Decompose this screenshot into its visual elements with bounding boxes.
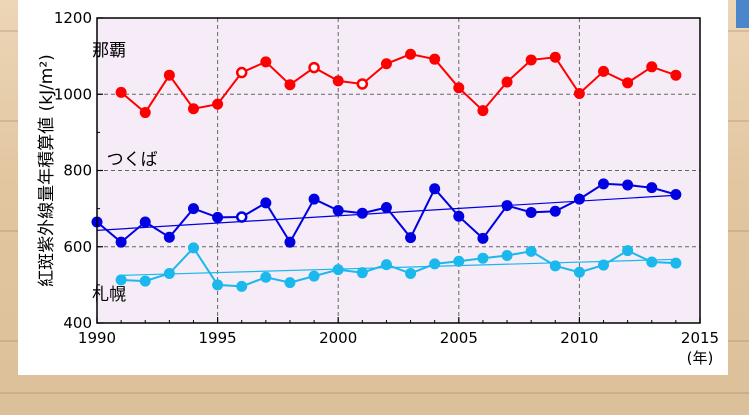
data-point-open <box>356 78 369 90</box>
data-point-open <box>308 61 320 74</box>
data-point <box>573 87 585 99</box>
data-point <box>429 53 441 65</box>
x-tick-label: 2010 <box>560 329 598 347</box>
data-point <box>405 232 417 244</box>
axis-labels: 1990 1995 2000 2005 2010 2015 400 600 800 1000 120… <box>37 9 719 367</box>
data-point <box>260 271 272 283</box>
data-point <box>646 256 658 268</box>
x-tick-label: 2015 <box>681 329 719 347</box>
data-point <box>332 264 344 276</box>
axis-ticks <box>96 17 701 324</box>
data-point <box>501 200 513 212</box>
data-point <box>115 86 127 98</box>
data-point <box>236 280 248 292</box>
data-point <box>646 182 658 194</box>
data-point <box>308 270 320 282</box>
data-point <box>380 201 392 213</box>
y-tick-label: 600 <box>63 238 92 256</box>
data-point <box>598 178 610 190</box>
data-point <box>115 236 127 248</box>
data-point <box>429 183 441 195</box>
data-point <box>115 274 127 286</box>
data-point <box>405 48 417 60</box>
data-point <box>525 245 537 257</box>
data-point <box>598 65 610 77</box>
data-point <box>405 267 417 279</box>
y-tick-label: 1000 <box>54 85 92 103</box>
data-point <box>332 205 344 217</box>
data-point <box>622 179 634 191</box>
corner-accent <box>736 0 749 28</box>
data-point <box>477 252 489 264</box>
data-point <box>187 242 199 254</box>
y-tick-label: 1200 <box>54 9 92 27</box>
series <box>115 48 682 119</box>
data-point-open <box>235 66 248 79</box>
series-label: 札幌 <box>92 285 126 305</box>
x-tick-label: 2005 <box>440 329 478 347</box>
data-point <box>549 51 561 63</box>
data-point <box>139 216 151 228</box>
data-point <box>573 266 585 278</box>
data-point <box>332 75 344 87</box>
data-point <box>284 79 296 91</box>
data-point <box>212 279 224 291</box>
data-point <box>163 231 175 243</box>
data-point <box>212 98 224 110</box>
data-point <box>477 232 489 244</box>
data-point <box>525 206 537 218</box>
x-unit-label: (年) <box>687 349 714 367</box>
series-label: 那覇 <box>92 41 126 61</box>
data-point <box>501 76 513 88</box>
data-point <box>163 267 175 279</box>
wood-grain <box>0 392 749 394</box>
series-group <box>91 48 682 292</box>
series <box>115 242 682 292</box>
data-point <box>308 193 320 205</box>
trend-line <box>121 258 676 276</box>
x-tick-label: 1990 <box>78 329 116 347</box>
data-point <box>598 259 610 271</box>
data-point <box>477 105 489 117</box>
x-tick-label: 2000 <box>319 329 357 347</box>
data-point <box>646 61 658 73</box>
data-point <box>549 205 561 217</box>
data-point <box>187 203 199 215</box>
data-point-open <box>235 211 248 223</box>
series <box>91 178 682 248</box>
data-point <box>670 189 682 201</box>
data-point <box>622 245 634 257</box>
data-point <box>284 277 296 289</box>
data-point <box>573 193 585 205</box>
data-point <box>139 107 151 119</box>
data-point <box>453 255 465 267</box>
series-label: つくば <box>107 150 158 170</box>
y-tick-label: 800 <box>63 162 92 180</box>
data-point <box>212 211 224 223</box>
data-point <box>260 197 272 209</box>
data-point <box>501 250 513 262</box>
data-point <box>187 103 199 115</box>
data-point <box>284 236 296 248</box>
data-point <box>622 77 634 89</box>
data-point <box>429 258 441 270</box>
data-point <box>163 69 175 81</box>
data-point <box>260 56 272 68</box>
data-point <box>549 260 561 272</box>
data-point <box>380 259 392 271</box>
data-point <box>670 257 682 269</box>
data-point <box>453 210 465 222</box>
data-point <box>670 69 682 81</box>
y-tick-label: 400 <box>63 314 92 332</box>
y-axis-label: 紅斑紫外線量年積算値 (kJ/m²) <box>37 54 57 287</box>
data-point <box>525 54 537 66</box>
data-point <box>356 267 368 279</box>
data-point <box>356 207 368 219</box>
data-point <box>380 58 392 70</box>
data-point <box>139 275 151 287</box>
data-point <box>453 82 465 94</box>
x-tick-label: 1995 <box>199 329 237 347</box>
